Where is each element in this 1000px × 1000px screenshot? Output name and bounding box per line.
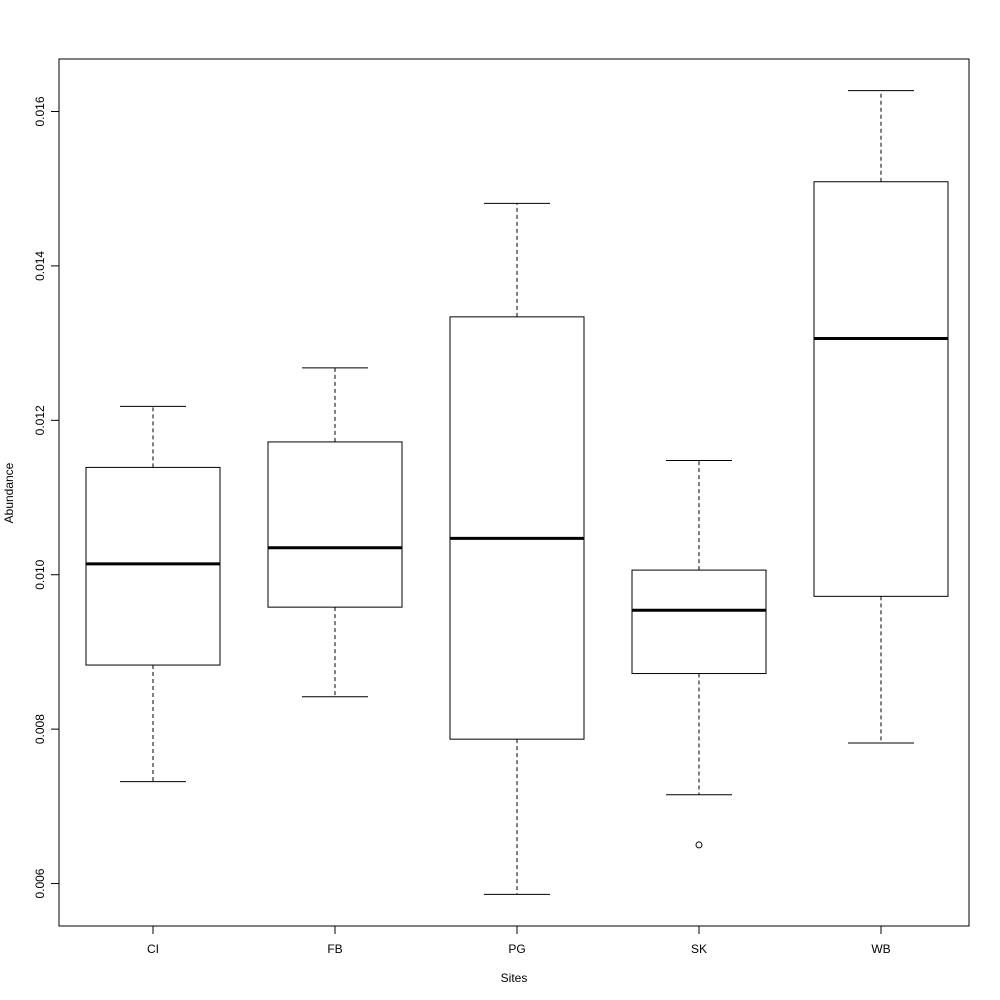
y-tick-label: 0.014 (33, 251, 47, 281)
y-tick-label: 0.006 (33, 868, 47, 898)
x-axis-label: Sites (501, 971, 528, 985)
iqr-box (85, 466, 221, 666)
y-tick-label: 0.016 (33, 96, 47, 126)
boxes-group (85, 90, 949, 895)
x-axis: CI FB PG SK WB (147, 926, 891, 956)
box-ci (85, 405, 221, 783)
box-sk (631, 459, 767, 849)
y-tick-label: 0.010 (33, 559, 47, 589)
outlier-point (695, 841, 703, 849)
iqr-box (449, 316, 585, 740)
iqr-box (267, 441, 403, 608)
box-pg (449, 202, 585, 895)
x-tick-label: WB (871, 942, 890, 956)
iqr-box (813, 181, 949, 597)
x-tick-label: SK (691, 942, 707, 956)
y-axis-label: Abundance (2, 462, 16, 523)
iqr-box (631, 569, 767, 675)
x-tick-label: PG (508, 942, 525, 956)
box-fb (267, 367, 403, 698)
y-tick-label: 0.012 (33, 405, 47, 435)
y-axis: 0.006 0.008 0.010 0.012 0.014 0.016 (33, 96, 59, 899)
plot-frame (58, 58, 970, 927)
x-tick-label: FB (327, 942, 342, 956)
box-wb (813, 90, 949, 744)
y-tick-label: 0.008 (33, 714, 47, 744)
x-tick-label: CI (147, 942, 159, 956)
